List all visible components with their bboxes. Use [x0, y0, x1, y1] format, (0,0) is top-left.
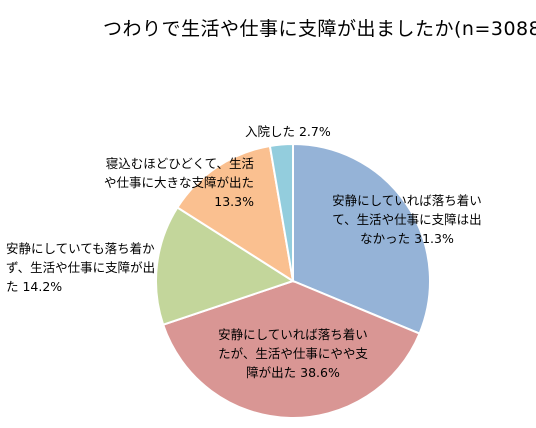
slice-label-line: や仕事に大きな支障が出た	[103, 175, 254, 190]
slice-label-2: 安静にしていれば落ち着い たが、生活や仕事にやや支 障が出た 38.6%	[193, 325, 393, 382]
slice-label-line: 安静にしていても落ち着か	[6, 241, 155, 256]
slice-label-3: 安静にしていても落ち着か ず、生活や仕事に支障が出た 14.2%	[6, 239, 171, 296]
slice-label-line: 障が出た 38.6%	[246, 365, 340, 380]
slice-label-line: 寝込むほどひどくて、生活	[105, 156, 254, 171]
slice-label-line: 13.3%	[214, 194, 254, 209]
pie-slice-1	[292, 142, 431, 335]
pie-slice-3	[155, 206, 296, 326]
slice-label-line: た 14.2%	[6, 279, 63, 294]
slice-label-line: て、生活や仕事に支障は出	[332, 212, 482, 227]
slice-label-4: 寝込むほどひどくて、生活 や仕事に大きな支障が出た 13.3%	[76, 154, 254, 211]
pie-slice-5	[268, 142, 294, 282]
pie-slice-4	[176, 144, 295, 284]
slice-label-line: なかった 31.3%	[360, 231, 454, 246]
slice-label-line: 安静にしていれば落ち着い	[218, 327, 368, 342]
slice-label-5: 入院した 2.7%	[245, 122, 365, 141]
chart-title: つわりで生活や仕事に支障が出ましたか(n=3088)	[103, 18, 536, 40]
slice-label-line: たが、生活や仕事にやや支	[218, 346, 368, 361]
slice-label-1: 安静にしていれば落ち着い て、生活や仕事に支障は出 なかった 31.3%	[322, 191, 492, 248]
slice-label-line: 入院した 2.7%	[245, 124, 331, 139]
slice-label-line: 安静にしていれば落ち着い	[332, 193, 482, 208]
pie-slice-2	[161, 279, 421, 420]
slice-label-line: ず、生活や仕事に支障が出	[6, 260, 156, 275]
